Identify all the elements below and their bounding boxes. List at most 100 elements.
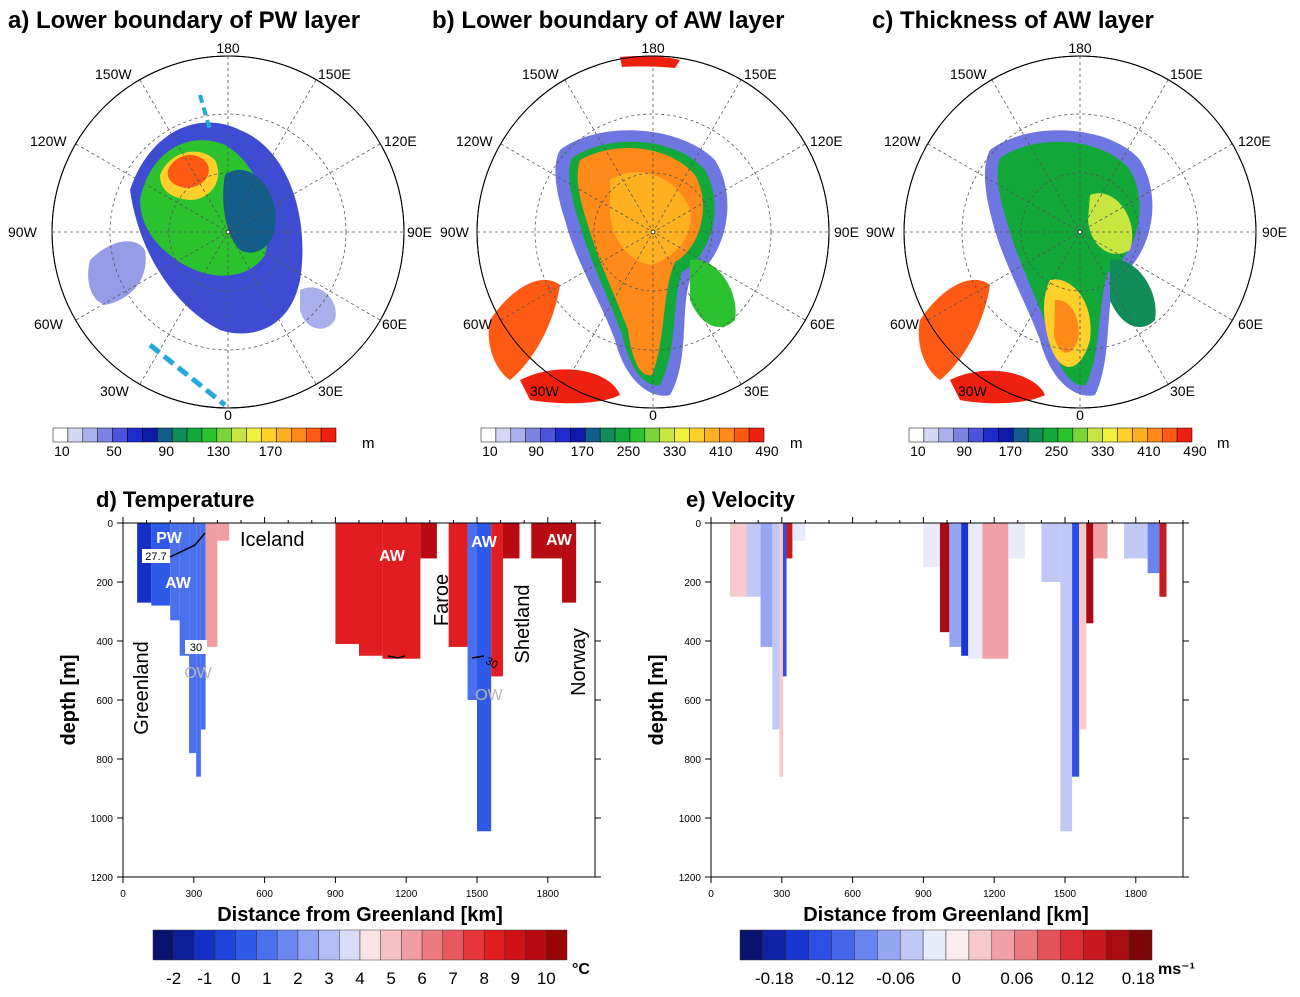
map-colorbar-tick: 50 [106, 443, 122, 459]
map-colorbar-swatch [938, 427, 954, 443]
map-colorbar-tick: 10 [54, 443, 70, 459]
y-tick-label: 600 [96, 696, 113, 707]
section-colorbar-swatch [194, 929, 216, 961]
map-colorbar-swatch [629, 427, 646, 443]
contour-30-a: 30 [190, 642, 202, 654]
map-a-lon-60w: 60W [34, 316, 64, 332]
map-c-lon-120e: 120E [1238, 133, 1271, 149]
section-column [949, 523, 962, 647]
temperature-colorbar-unit: °C [572, 961, 590, 978]
map-a-colorbar-unit: m [362, 435, 375, 452]
section-colorbar-swatch [739, 929, 764, 961]
section-column [448, 523, 468, 647]
map-a-lon-60e: 60E [382, 316, 407, 332]
label-iceland: Iceland [240, 529, 305, 551]
map-a-colorbar: 10 50 90 130 170 [52, 427, 337, 459]
section-column [335, 523, 359, 644]
section-colorbar-swatch [318, 929, 340, 961]
map-colorbar-swatch [231, 427, 247, 443]
map-a-lon-left: 90W [8, 224, 38, 240]
section-column [786, 523, 793, 559]
contour-27-7: 27.7 [145, 551, 166, 563]
section-column [746, 523, 761, 597]
map-colorbar-swatch [157, 427, 173, 443]
section-d-title: d) Temperature [96, 487, 255, 512]
map-a-lon-120w: 120W [30, 133, 67, 149]
annot-aw-4: AW [546, 532, 573, 549]
map-colorbar-tick: 410 [1137, 443, 1161, 459]
map-colorbar-swatch [1013, 427, 1029, 443]
section-colorbar-swatch [421, 929, 444, 961]
section-e-ylabel: depth [m] [646, 654, 668, 745]
map-colorbar-swatch [585, 427, 601, 443]
section-d: d) Temperature 0 300 600 900 1200 1500 1800 0 20… [58, 487, 601, 926]
map-b: 180 0 90W 90E 150W 120W 150E 120E 60W 30… [440, 40, 859, 423]
map-c-lon-150w: 150W [950, 66, 987, 82]
label-shetland: Shetland [512, 585, 534, 664]
map-colorbar-swatch [674, 427, 690, 443]
map-colorbar-tick: 170 [259, 443, 283, 459]
velocity-colorbar: -0.18 -0.12 -0.06 0 0.06 0.12 0.18 [739, 929, 1155, 988]
map-colorbar-swatch [748, 427, 765, 443]
section-e-columns [729, 523, 1167, 832]
map-colorbar-swatch [644, 427, 660, 443]
y-tick-label: 800 [684, 755, 701, 766]
section-colorbar-tick: 4 [355, 969, 364, 988]
x-tick-label: 1800 [537, 889, 560, 900]
section-d-ylabel: depth [m] [58, 654, 80, 745]
section-colorbar-swatch [991, 929, 1015, 961]
map-colorbar-tick: 130 [207, 443, 231, 459]
section-colorbar-swatch [831, 929, 855, 961]
map-a-lon-30w: 30W [100, 383, 130, 399]
map-c-lon-left: 90W [866, 224, 896, 240]
annot-aw-2: AW [379, 548, 406, 565]
x-tick-label: 1500 [466, 889, 489, 900]
section-colorbar-tick: 10 [537, 969, 556, 988]
map-colorbar-tick: 250 [617, 443, 641, 459]
section-colorbar-swatch [1014, 929, 1038, 961]
map-colorbar-swatch [82, 427, 98, 443]
section-column [1093, 523, 1108, 559]
section-colorbar-swatch [525, 929, 547, 961]
map-b-colorbar-unit: m [790, 435, 803, 452]
map-a-lon-right: 90E [407, 224, 432, 240]
section-colorbar-swatch [546, 929, 568, 961]
section-colorbar-tick: -0.12 [816, 969, 855, 988]
section-e-xlabel: Distance from Greenland [km] [803, 904, 1089, 926]
map-colorbar-swatch [953, 427, 969, 443]
map-colorbar-tick: 10 [910, 443, 926, 459]
section-colorbar-swatch [256, 929, 278, 961]
map-c-lon-60e: 60E [1238, 316, 1263, 332]
section-column [1072, 523, 1080, 777]
map-b-colorbar: 10 90 170 250 330 410 490 [480, 427, 779, 459]
section-column [939, 523, 950, 633]
section-column [1041, 523, 1061, 582]
map-colorbar-swatch [246, 427, 262, 443]
map-colorbar-tick: 170 [999, 443, 1023, 459]
section-colorbar-tick: 0.12 [1061, 969, 1094, 988]
contour-30-b: 30 [483, 655, 500, 672]
section-column [729, 523, 747, 597]
annot-aw-1: AW [165, 575, 192, 592]
section-d-xlabel: Distance from Greenland [km] [217, 904, 503, 926]
map-colorbar-tick: 90 [528, 443, 544, 459]
section-colorbar-swatch [785, 929, 809, 961]
map-a-title: a) Lower boundary of PW layer [8, 7, 360, 34]
section-colorbar-swatch [1060, 929, 1084, 961]
map-a-lon-150w: 150W [95, 66, 132, 82]
y-tick-label: 400 [96, 637, 113, 648]
x-tick-label: 1200 [395, 889, 418, 900]
map-colorbar-swatch [599, 427, 616, 443]
map-b-field [488, 56, 736, 404]
y-tick-label: 1200 [679, 873, 702, 884]
section-colorbar-tick: 8 [479, 969, 488, 988]
map-b-title: b) Lower boundary of AW layer [432, 7, 784, 34]
map-c-lon-top: 180 [1068, 40, 1092, 56]
section-column [205, 523, 218, 647]
map-c-colorbar: 10 90 170 250 330 410 490 [908, 427, 1207, 459]
section-colorbar-swatch [276, 929, 299, 961]
map-colorbar-swatch [555, 427, 571, 443]
section-colorbar-swatch [235, 929, 257, 961]
section-colorbar-swatch [1128, 929, 1153, 961]
section-e-title: e) Velocity [686, 487, 796, 512]
